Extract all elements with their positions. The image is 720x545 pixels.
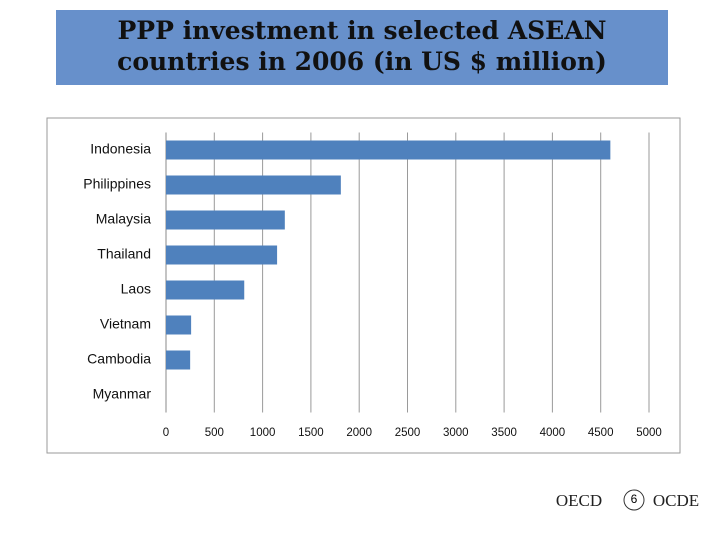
bar (166, 245, 278, 265)
x-tick-label: 3000 (443, 427, 469, 439)
y-tick-label: Laos (121, 281, 151, 297)
y-tick-label: Malaysia (96, 211, 151, 227)
x-tick-label: 3500 (491, 427, 517, 439)
chart-frame (46, 117, 681, 454)
page-badge (623, 489, 645, 511)
logo-right: OCDE (653, 491, 699, 510)
bar (166, 210, 285, 230)
chart-title: PPP investment in selected ASEAN countrie… (117, 16, 607, 76)
x-tick-label: 500 (205, 427, 224, 439)
x-tick-label: 4500 (588, 427, 614, 439)
y-tick-label: Cambodia (87, 351, 151, 367)
y-tick-label: Thailand (97, 246, 151, 262)
bar (166, 175, 341, 195)
x-tick-label: 0 (163, 427, 169, 439)
bar (166, 350, 191, 370)
x-tick-label: 1000 (250, 427, 276, 439)
x-tick-label: 2000 (346, 427, 372, 439)
page-number: 6 (631, 492, 638, 506)
logo-left: OECD (556, 491, 602, 510)
x-tick-label: 5000 (636, 427, 662, 439)
y-tick-label: Indonesia (90, 141, 151, 157)
title-box (56, 10, 668, 85)
x-tick-label: 1500 (298, 427, 324, 439)
bar (166, 140, 611, 160)
bar (166, 315, 192, 335)
x-tick-label: 2500 (395, 427, 421, 439)
y-tick-label: Vietnam (100, 316, 151, 332)
x-tick-label: 4000 (540, 427, 566, 439)
y-tick-label: Philippines (83, 176, 151, 192)
bar (166, 280, 245, 300)
y-tick-label: Myanmar (93, 386, 152, 402)
